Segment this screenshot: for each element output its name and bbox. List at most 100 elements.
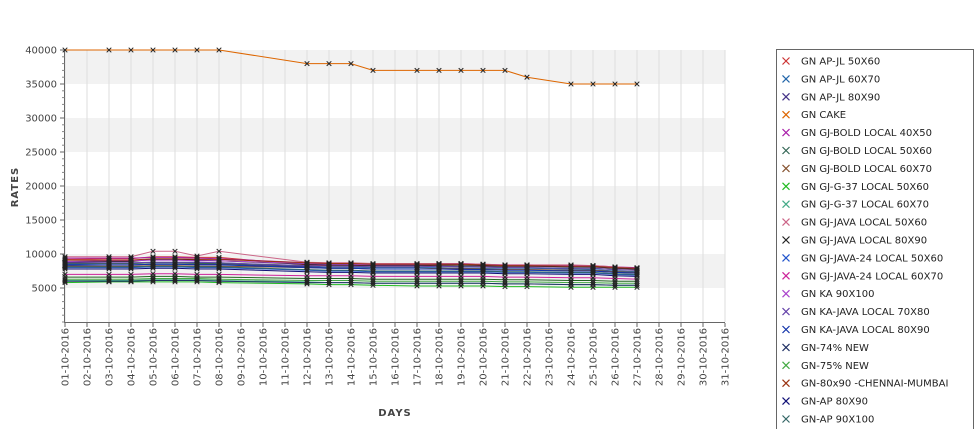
data-point-marker	[304, 260, 310, 266]
data-point-marker	[172, 275, 178, 282]
data-point-marker	[502, 277, 508, 283]
data-point-marker	[414, 270, 420, 276]
legend-marker	[782, 110, 790, 119]
data-point-marker	[62, 276, 68, 282]
data-point-marker	[150, 265, 156, 271]
legend-marker	[782, 253, 790, 262]
x-tick-label: 06-10-2016	[171, 328, 182, 386]
legend-label: GN GJ-BOLD LOCAL 40X50	[801, 128, 932, 139]
data-point-marker	[172, 263, 178, 269]
data-point-marker	[524, 279, 530, 285]
x-tick-label: 27-10-2016	[633, 328, 644, 386]
legend-label: GN-75% NEW	[801, 361, 869, 372]
data-point-marker	[128, 276, 134, 282]
x-tick-label: 03-10-2016	[105, 328, 116, 386]
data-point-marker	[194, 266, 200, 272]
x-tick-label: 13-10-2016	[325, 328, 336, 386]
y-tick-label: 40000	[25, 46, 57, 57]
data-point-marker	[106, 266, 112, 272]
data-point-marker	[634, 278, 640, 284]
data-point-marker	[480, 270, 486, 276]
data-point-marker	[106, 278, 112, 284]
x-tick-label: 21-10-2016	[501, 328, 512, 386]
data-point-marker	[568, 81, 574, 87]
x-tick-label: 23-10-2016	[545, 328, 556, 386]
x-axis-title: DAYS	[378, 408, 412, 419]
x-tick-label: 11-10-2016	[281, 328, 292, 386]
data-point-marker	[150, 257, 156, 263]
legend-box	[776, 49, 974, 429]
data-point-marker	[216, 262, 222, 268]
data-point-marker	[480, 67, 486, 74]
x-axis-ticks: 01-10-2016 02-10-2016 03-10-2016 04-10-2016…	[61, 323, 732, 386]
data-point-marker	[612, 278, 618, 284]
data-point-marker	[524, 277, 530, 283]
data-point-marker	[304, 279, 310, 286]
y-tick-label: 10000	[25, 250, 57, 261]
data-point-marker	[568, 279, 574, 286]
data-point-marker	[436, 276, 442, 282]
y-tick-label: 30000	[25, 114, 57, 125]
data-point-marker	[106, 262, 112, 268]
x-tick-label: 24-10-2016	[567, 328, 578, 386]
data-point-marker	[524, 269, 530, 275]
data-point-marker	[150, 248, 156, 254]
data-point-marker	[612, 284, 618, 290]
data-point-marker	[348, 265, 354, 271]
data-point-marker	[172, 273, 178, 280]
data-point-marker	[172, 277, 178, 284]
legend-label: GN GJ-JAVA LOCAL 80X90	[801, 236, 927, 247]
y-tick-label: 35000	[25, 80, 57, 91]
data-point-marker	[128, 47, 134, 53]
data-point-marker	[106, 257, 112, 263]
x-tick-label: 07-10-2016	[193, 328, 204, 386]
data-point-marker	[106, 264, 112, 270]
data-point-marker	[590, 279, 596, 286]
data-point-marker	[172, 261, 178, 267]
legend-marker	[782, 361, 790, 370]
data-point-marker	[458, 261, 464, 267]
data-point-marker	[150, 275, 156, 282]
data-point-marker	[128, 266, 134, 272]
data-point-marker	[612, 280, 618, 286]
data-point-marker	[216, 47, 222, 53]
data-point-marker	[590, 263, 596, 269]
data-point-marker	[62, 278, 68, 284]
legend-marker	[782, 164, 790, 173]
data-point-marker	[128, 257, 134, 263]
data-point-marker	[370, 261, 376, 267]
data-point-marker	[458, 268, 464, 274]
legend-label: GN-74% NEW	[801, 343, 869, 354]
y-tick-label: 5000	[32, 284, 57, 295]
data-point-marker	[568, 277, 574, 284]
legend-label: GN KA 90X100	[801, 289, 874, 300]
data-point-marker	[194, 274, 200, 280]
x-tick-label: 29-10-2016	[677, 328, 688, 386]
data-point-marker	[172, 248, 178, 254]
data-point-marker	[370, 278, 376, 284]
data-point-marker	[436, 67, 442, 74]
x-tick-label: 08-10-2016	[215, 328, 226, 386]
data-point-marker	[304, 264, 310, 271]
data-point-marker	[480, 278, 486, 284]
data-point-marker	[480, 280, 486, 286]
data-point-marker	[612, 282, 618, 288]
data-point-marker	[458, 67, 464, 74]
x-tick-label: 17-10-2016	[413, 328, 424, 386]
data-point-marker	[62, 264, 68, 270]
legend-label: GN-AP 80X90	[801, 397, 868, 408]
data-point-marker	[172, 47, 178, 53]
data-point-marker	[414, 67, 420, 74]
data-point-marker	[62, 274, 68, 280]
x-tick-label: 02-10-2016	[83, 328, 94, 386]
legend-marker	[782, 74, 790, 83]
legend-label: GN GJ-BOLD LOCAL 60X70	[801, 164, 932, 175]
data-point-marker	[634, 284, 640, 290]
data-point-marker	[370, 67, 376, 74]
data-point-marker	[216, 258, 222, 264]
data-point-marker	[480, 276, 486, 282]
data-point-marker	[502, 279, 508, 285]
data-point-marker	[216, 278, 222, 284]
data-point-marker	[216, 266, 222, 272]
